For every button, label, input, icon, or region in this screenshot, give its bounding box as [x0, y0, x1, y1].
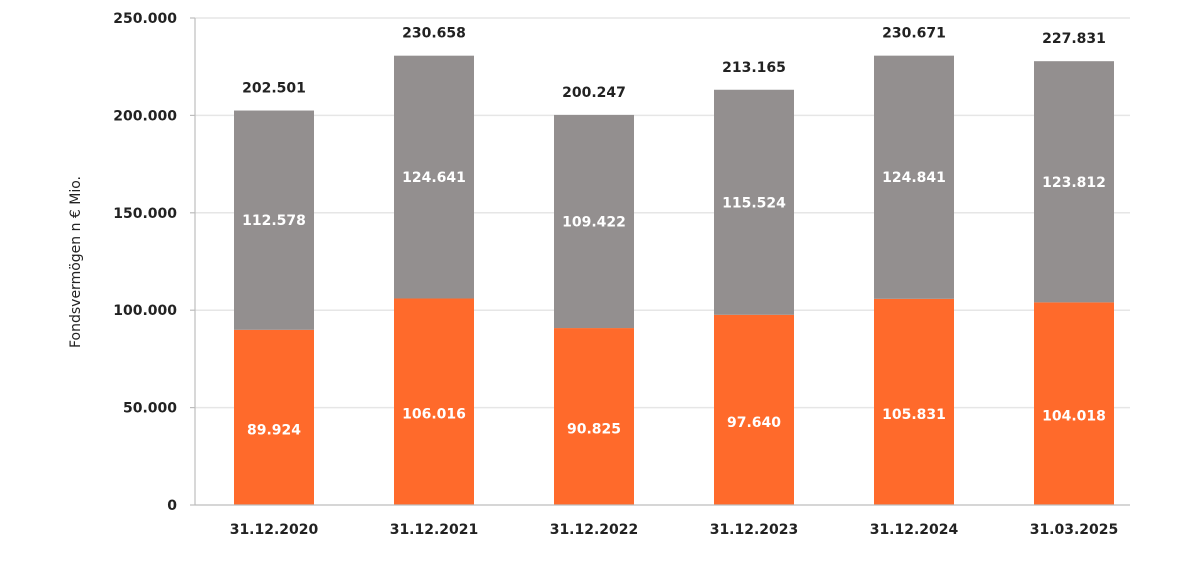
bar-segment-upper [394, 55, 474, 299]
y-tick-label: 150.000 [113, 206, 177, 222]
bar-segment-upper [874, 55, 954, 299]
y-axis-label: Fondsvermögen n € Mio. [68, 176, 84, 348]
bar-segment-lower [874, 298, 954, 505]
x-tick-label: 31.12.2022 [550, 522, 639, 538]
bar-total-label: 227.831 [1042, 31, 1106, 47]
bar-total-label: 230.658 [402, 26, 466, 42]
bar-segment-label: 105.831 [882, 407, 946, 423]
bar-total-label: 200.247 [562, 85, 626, 101]
bar-segment-label: 124.841 [882, 170, 946, 186]
bar-segment-label: 112.578 [242, 213, 306, 229]
y-tick-label: 100.000 [113, 303, 177, 319]
bar-segment-upper [1034, 61, 1114, 303]
bar-total-label: 202.501 [242, 81, 306, 97]
axes: 0 50.000 100.000 150.000 200.000 250.000 31.12… [113, 11, 1130, 538]
x-tick-label: 31.03.2025 [1030, 522, 1119, 538]
bar-total-label: 213.165 [722, 60, 786, 76]
y-tick-label: 50.000 [123, 401, 177, 417]
bar-segment-label: 109.422 [562, 214, 626, 230]
bar-segment-lower [234, 329, 314, 505]
bar-total-label: 230.671 [882, 26, 946, 42]
bar-segment-lower [1034, 302, 1114, 505]
bars: 89.924 112.578 202.501 106.016 124.641 230.65… [234, 26, 1114, 505]
bar-segment-label: 97.640 [727, 415, 781, 431]
bar-segment-label: 123.812 [1042, 175, 1106, 191]
gridlines [195, 17, 1130, 409]
bar-segment-label: 89.924 [247, 422, 301, 438]
y-tick-label: 0 [167, 498, 177, 514]
bar-segment-lower [714, 314, 794, 505]
bar-segment-upper [714, 89, 794, 315]
bar-segment-label: 106.016 [402, 407, 466, 423]
x-tick-label: 31.12.2023 [710, 522, 799, 538]
bar-segment-lower [554, 328, 634, 505]
x-tick-label: 31.12.2020 [230, 522, 319, 538]
bar-segment-upper [554, 114, 634, 329]
bar-segment-label: 115.524 [722, 195, 786, 211]
bar-segment-upper [234, 110, 314, 330]
bar-segment-label: 90.825 [567, 422, 621, 438]
bar-segment-label: 124.641 [402, 170, 466, 186]
y-tick-label: 200.000 [113, 108, 177, 124]
x-tick-label: 31.12.2024 [870, 522, 959, 538]
y-tick-label: 250.000 [113, 11, 177, 27]
x-tick-label: 31.12.2021 [390, 522, 479, 538]
bar-segment-lower [394, 298, 474, 505]
bar-segment-label: 104.018 [1042, 409, 1106, 425]
